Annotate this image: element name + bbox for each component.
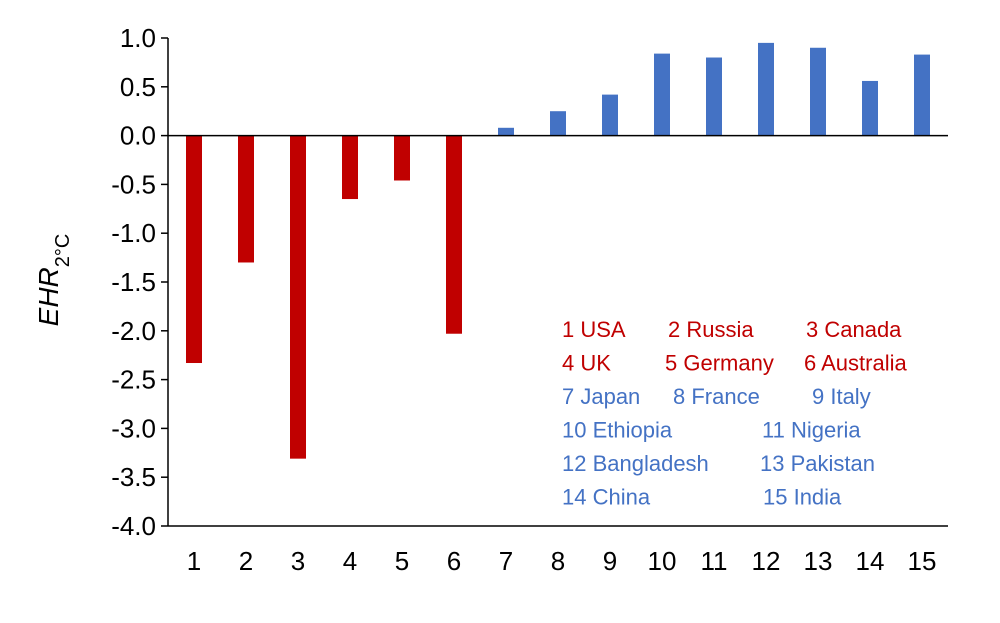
legend-entry: 9 Italy (812, 384, 871, 409)
x-tick-label: 4 (343, 546, 357, 576)
bar-5 (394, 135, 410, 181)
legend-entry: 15 India (763, 485, 842, 510)
x-tick-label: 15 (908, 546, 937, 576)
x-tick-label: 13 (804, 546, 833, 576)
y-axis-title-subscript: 2°C (52, 234, 74, 268)
x-tick-label: 14 (856, 546, 885, 576)
legend: 1 USA 2 Russia 3 Canada 4 UK 5 Germany 6 Aust… (562, 317, 907, 510)
y-tick-label: -2.0 (111, 316, 156, 346)
legend-entry: 3 Canada (806, 317, 902, 342)
bar-7 (498, 127, 514, 136)
bar-12 (758, 42, 774, 136)
bar-3 (290, 135, 306, 459)
legend-entry: 6 Australia (804, 351, 907, 376)
y-tick-label: -1.5 (111, 267, 156, 297)
y-tick-label: 0.0 (120, 121, 156, 151)
y-tick-label: 1.0 (120, 23, 156, 53)
bar-15 (914, 54, 930, 136)
y-tick-label: -3.0 (111, 413, 156, 443)
legend-entry: 7 Japan (562, 384, 640, 409)
legend-entry: 8 France (673, 384, 760, 409)
legend-entry: 2 Russia (668, 317, 754, 342)
legend-entry: 4 UK (562, 351, 611, 376)
legend-entry: 11 Nigeria (762, 418, 861, 443)
y-axis-title: EHR2°C (33, 234, 74, 327)
x-axis-labels: 1 2 3 4 5 6 7 8 9 10 11 12 13 14 15 (187, 546, 937, 576)
y-tick-label: 0.5 (120, 72, 156, 102)
legend-entry: 14 China (562, 485, 651, 510)
legend-entry: 10 Ethiopia (562, 418, 673, 443)
y-tick-label: -3.5 (111, 462, 156, 492)
bar-4 (342, 135, 358, 200)
x-tick-label: 1 (187, 546, 201, 576)
y-tick-label: -2.5 (111, 365, 156, 395)
legend-entry: 12 Bangladesh (562, 451, 709, 476)
bar-2 (238, 135, 254, 263)
bars (186, 42, 930, 459)
bar-6 (446, 135, 462, 334)
legend-entry: 5 Germany (665, 351, 774, 376)
bar-1 (186, 135, 202, 364)
x-tick-label: 9 (603, 546, 617, 576)
bar-14 (862, 80, 878, 136)
bar-10 (654, 53, 670, 136)
x-tick-label: 8 (551, 546, 565, 576)
bar-8 (550, 111, 566, 136)
y-axis-title-main: EHR (33, 267, 64, 326)
x-tick-label: 7 (499, 546, 513, 576)
y-tick-label: -0.5 (111, 169, 156, 199)
x-tick-label: 3 (291, 546, 305, 576)
x-tick-label: 6 (447, 546, 461, 576)
x-tick-label: 11 (701, 546, 728, 576)
legend-entry: 1 USA (562, 317, 626, 342)
bar-13 (810, 47, 826, 136)
x-tick-label: 12 (752, 546, 781, 576)
y-axis-ticks: 1.0 0.5 0.0 -0.5 -1.0 -1.5 -2.0 -2.5 -3.0 -3.5 -4.… (111, 23, 168, 541)
bar-9 (602, 94, 618, 136)
x-tick-label: 2 (239, 546, 253, 576)
x-tick-label: 10 (648, 546, 677, 576)
y-tick-label: -4.0 (111, 511, 156, 541)
legend-entry: 13 Pakistan (760, 451, 875, 476)
bar-11 (706, 57, 722, 136)
y-tick-label: -1.0 (111, 218, 156, 248)
x-tick-label: 5 (395, 546, 409, 576)
